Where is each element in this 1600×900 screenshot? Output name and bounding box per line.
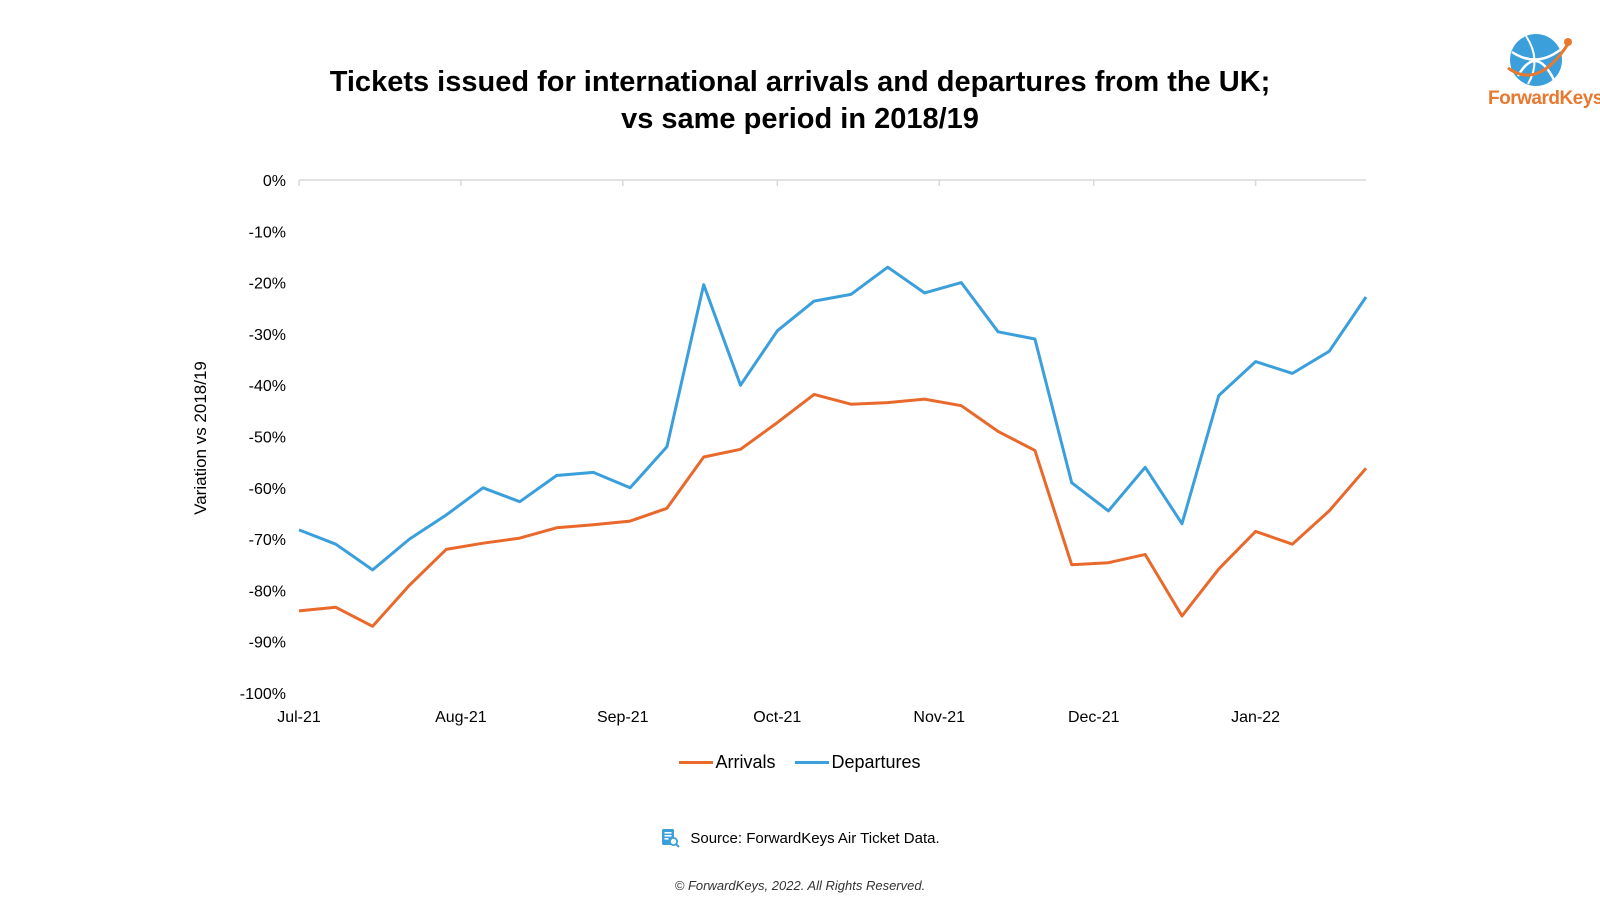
y-tick-label: -40% bbox=[249, 378, 286, 395]
y-tick-label: -10% bbox=[249, 224, 286, 241]
document-search-icon bbox=[662, 829, 681, 848]
y-axis-label: Variation vs 2018/19 bbox=[191, 361, 210, 515]
y-tick-label: -20% bbox=[249, 276, 286, 293]
x-tick-label: Aug-21 bbox=[435, 709, 487, 726]
source-text: Source: ForwardKeys Air Ticket Data. bbox=[690, 829, 940, 847]
chart-title-line-1: Tickets issued for international arrival… bbox=[329, 66, 1271, 98]
y-tick-label: 0% bbox=[263, 173, 286, 190]
series-lines bbox=[298, 265, 1368, 628]
legend-item-arrivals: Arrivals bbox=[679, 752, 775, 773]
y-tick-label: -50% bbox=[249, 430, 286, 447]
legend-swatch-arrivals bbox=[679, 761, 714, 764]
x-tick-label: Jul-21 bbox=[277, 709, 321, 726]
x-tick-label: Oct-21 bbox=[753, 709, 801, 726]
source-note: Source: ForwardKeys Air Ticket Data. bbox=[0, 828, 1600, 848]
legend-label-departures: Departures bbox=[831, 752, 921, 772]
x-tick-label: Jan-22 bbox=[1231, 709, 1280, 726]
series-line-departures bbox=[298, 265, 1368, 572]
x-tick-label: Nov-21 bbox=[913, 709, 965, 726]
y-tick-label: -60% bbox=[249, 481, 286, 498]
globe-icon bbox=[1507, 34, 1572, 86]
y-tick-label: -100% bbox=[240, 686, 286, 703]
y-tick-label: -70% bbox=[249, 532, 286, 549]
x-ticks: Jul-21 Aug-21 Sep-21 Oct-21 Nov-21 Dec-21 Jan-… bbox=[277, 180, 1280, 726]
legend-swatch-departures bbox=[795, 761, 830, 764]
x-tick-label: Dec-21 bbox=[1068, 709, 1120, 726]
y-tick-label: -30% bbox=[249, 327, 286, 344]
series-line-arrivals bbox=[298, 392, 1368, 628]
legend: Arrivals Departures bbox=[0, 752, 1600, 773]
chart-title-line-2: vs same period in 2018/19 bbox=[621, 103, 979, 135]
x-tick-label: Sep-21 bbox=[597, 709, 649, 726]
legend-label-arrivals: Arrivals bbox=[715, 752, 776, 772]
copyright: © ForwardKeys, 2022. All Rights Reserved… bbox=[674, 878, 926, 893]
y-tick-label: -80% bbox=[249, 583, 286, 600]
y-axis: 0% -10% -20% -30% -40% -50% -60% -70% -80% -90% -1… bbox=[240, 173, 286, 703]
y-tick-label: -90% bbox=[249, 635, 286, 652]
logo-text: ForwardKeys bbox=[1488, 88, 1600, 109]
chart-title: Tickets issued for international arrival… bbox=[0, 64, 1600, 138]
legend-item-departures: Departures bbox=[795, 752, 921, 773]
